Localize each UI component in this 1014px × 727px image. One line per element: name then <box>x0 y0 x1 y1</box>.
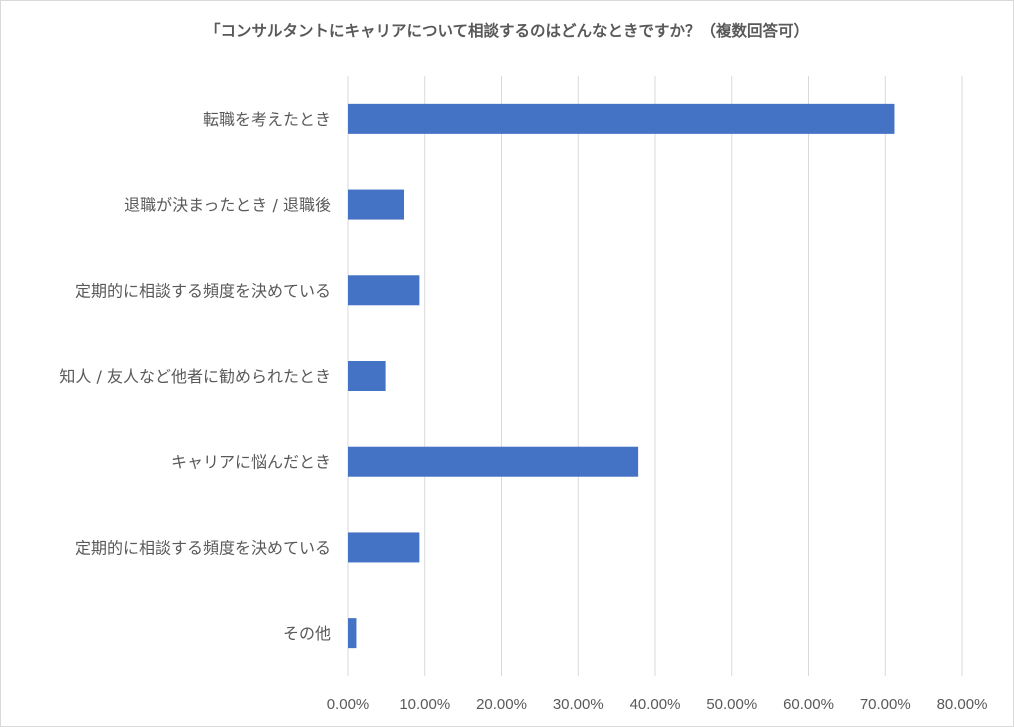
bar <box>348 446 639 477</box>
x-tick-label: 30.00% <box>553 696 604 713</box>
category-label: 定期的に相談する頻度を決めている <box>75 538 331 557</box>
category-label: 転職を考えたとき <box>203 110 331 129</box>
bar <box>348 275 420 306</box>
gridlines <box>347 76 963 676</box>
category-label: その他 <box>283 624 331 643</box>
bar <box>348 103 895 134</box>
bar <box>348 189 405 220</box>
x-tick-label: 70.00% <box>860 696 911 713</box>
x-tick-label: 50.00% <box>706 696 757 713</box>
category-label: 退職が決まったとき / 退職後 <box>124 196 331 215</box>
x-tick-labels: 0.00% 10.00% 20.00% 30.00% 40.00% 50.00% 60.00… <box>327 696 988 713</box>
x-tick-label: 60.00% <box>783 696 834 713</box>
x-tick-label: 80.00% <box>937 696 988 713</box>
category-label: 知人 / 友人など他者に勧められたとき <box>59 367 331 386</box>
category-label: キャリアに悩んだとき <box>171 453 331 472</box>
bars <box>348 103 895 649</box>
chart-title: 「コンサルタントにキャリアについて相談するのはどんなときですか？（複数回答可） <box>204 22 810 40</box>
x-tick-label: 20.00% <box>476 696 527 713</box>
bar <box>348 532 420 563</box>
x-tick-label: 40.00% <box>630 696 681 713</box>
category-label: 定期的に相談する頻度を決めている <box>75 281 331 300</box>
x-tick-label: 0.00% <box>327 696 370 713</box>
bar <box>348 618 357 649</box>
x-tick-label: 10.00% <box>399 696 450 713</box>
bar <box>348 361 386 391</box>
